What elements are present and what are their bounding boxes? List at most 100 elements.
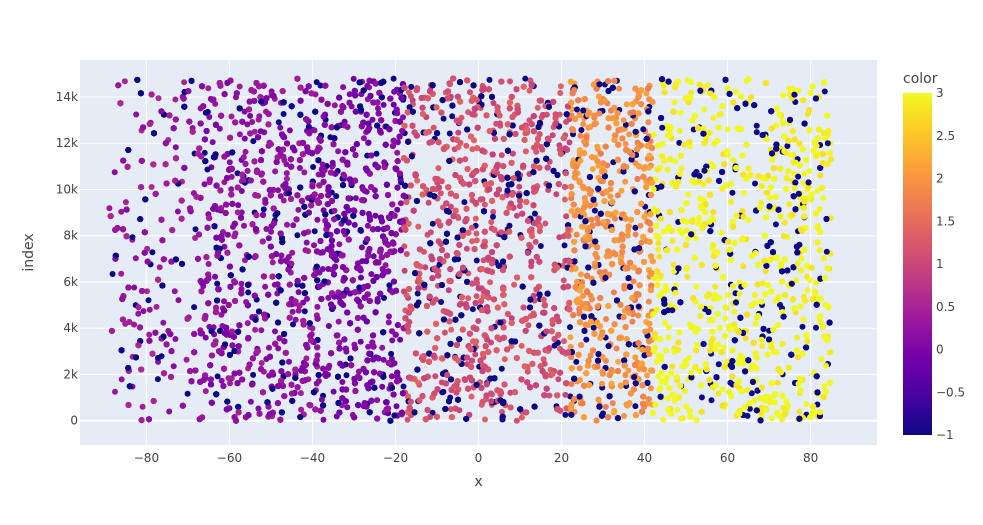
scatter-point [577, 132, 584, 139]
scatter-point [238, 280, 245, 287]
scatter-point [766, 194, 773, 201]
scatter-point [364, 83, 371, 89]
scatter-point [473, 257, 480, 264]
scatter-point [678, 415, 684, 422]
scatter-point [647, 227, 654, 234]
scatter-point [647, 326, 654, 333]
scatter-point [630, 278, 637, 285]
scatter-point [820, 195, 827, 202]
scatter-point [374, 397, 381, 404]
scatter-point [568, 381, 575, 388]
scatter-point [228, 173, 235, 180]
scatter-point [403, 251, 410, 257]
scatter-point [665, 334, 672, 341]
scatter-point [704, 82, 711, 89]
scatter-point [473, 230, 480, 237]
scatter-point [507, 78, 513, 85]
scatter-point [463, 142, 470, 149]
scatter-point [742, 335, 749, 342]
scatter-point [719, 386, 726, 393]
scatter-point [583, 336, 590, 343]
scatter-point [669, 363, 676, 370]
scatter-point [828, 156, 834, 163]
scatter-point [563, 213, 570, 220]
scatter-point [390, 75, 397, 82]
scatter-point [397, 336, 404, 343]
scatter-point [674, 406, 681, 413]
scatter-point [555, 376, 562, 383]
scatter-point [650, 131, 657, 138]
scatter-point [566, 299, 573, 306]
scatter-point [250, 371, 257, 378]
scatter-point [632, 231, 639, 238]
scatter-point [570, 131, 576, 138]
scatter-point [700, 181, 707, 188]
scatter-point [148, 184, 155, 190]
scatter-point [580, 121, 587, 128]
scatter-point [632, 224, 639, 231]
scatter-point [524, 368, 531, 375]
scatter-point [354, 260, 361, 267]
scatter-point [149, 249, 156, 256]
scatter-point [388, 355, 395, 362]
scatter-point [799, 323, 806, 330]
scatter-point [698, 394, 705, 401]
scatter-point [644, 400, 651, 407]
scatter-point [241, 222, 247, 229]
scatter-point [210, 341, 217, 348]
scatter-point [672, 158, 678, 165]
scatter-point [453, 389, 460, 396]
scatter-point [305, 248, 312, 255]
scatter-point [623, 336, 630, 342]
scatter-point [400, 114, 406, 121]
scatter-point [630, 109, 637, 116]
scatter-point [415, 275, 422, 282]
scatter-point [643, 90, 650, 97]
scatter-point [465, 295, 472, 302]
scatter-point [595, 162, 602, 169]
scatter-point [389, 337, 396, 344]
scatter-point [513, 212, 520, 219]
scatter-point [111, 169, 118, 176]
scatter-point [613, 345, 620, 352]
scatter-point [414, 177, 421, 184]
scatter-point [759, 343, 765, 349]
scatter-point [140, 308, 147, 315]
scatter-point [498, 365, 505, 372]
scatter-point [525, 322, 532, 329]
scatter-point [744, 386, 751, 393]
scatter-point [562, 411, 569, 418]
scatter-point [681, 141, 687, 148]
scatter-point [731, 308, 738, 315]
scatter-point [314, 303, 321, 310]
scatter-point [192, 226, 199, 233]
scatter-point [331, 102, 338, 109]
scatter-point [539, 146, 546, 153]
scatter-point [798, 255, 805, 262]
scatter-point [209, 139, 216, 146]
scatter-point [172, 336, 179, 342]
scatter-point [315, 378, 322, 384]
scatter-point [238, 286, 245, 292]
scatter-point [655, 240, 662, 246]
scatter-point [622, 141, 629, 147]
scatter-point [245, 289, 252, 296]
scatter-point [172, 144, 179, 151]
scatter-point [614, 192, 621, 199]
scatter-point [509, 150, 516, 157]
scatter-point [730, 157, 737, 164]
scatter-point [228, 186, 235, 193]
scatter-point [469, 306, 476, 313]
scatter-point [626, 131, 633, 138]
scatter-point [610, 159, 617, 166]
scatter-point [290, 321, 296, 328]
scatter-point [427, 229, 434, 236]
scatter-point [394, 149, 401, 156]
scatter-point [236, 83, 243, 90]
scatter-point [665, 324, 672, 331]
scatter-point [553, 191, 560, 198]
scatter-point [824, 140, 831, 147]
scatter-point [280, 197, 287, 204]
scatter-point [145, 297, 152, 304]
